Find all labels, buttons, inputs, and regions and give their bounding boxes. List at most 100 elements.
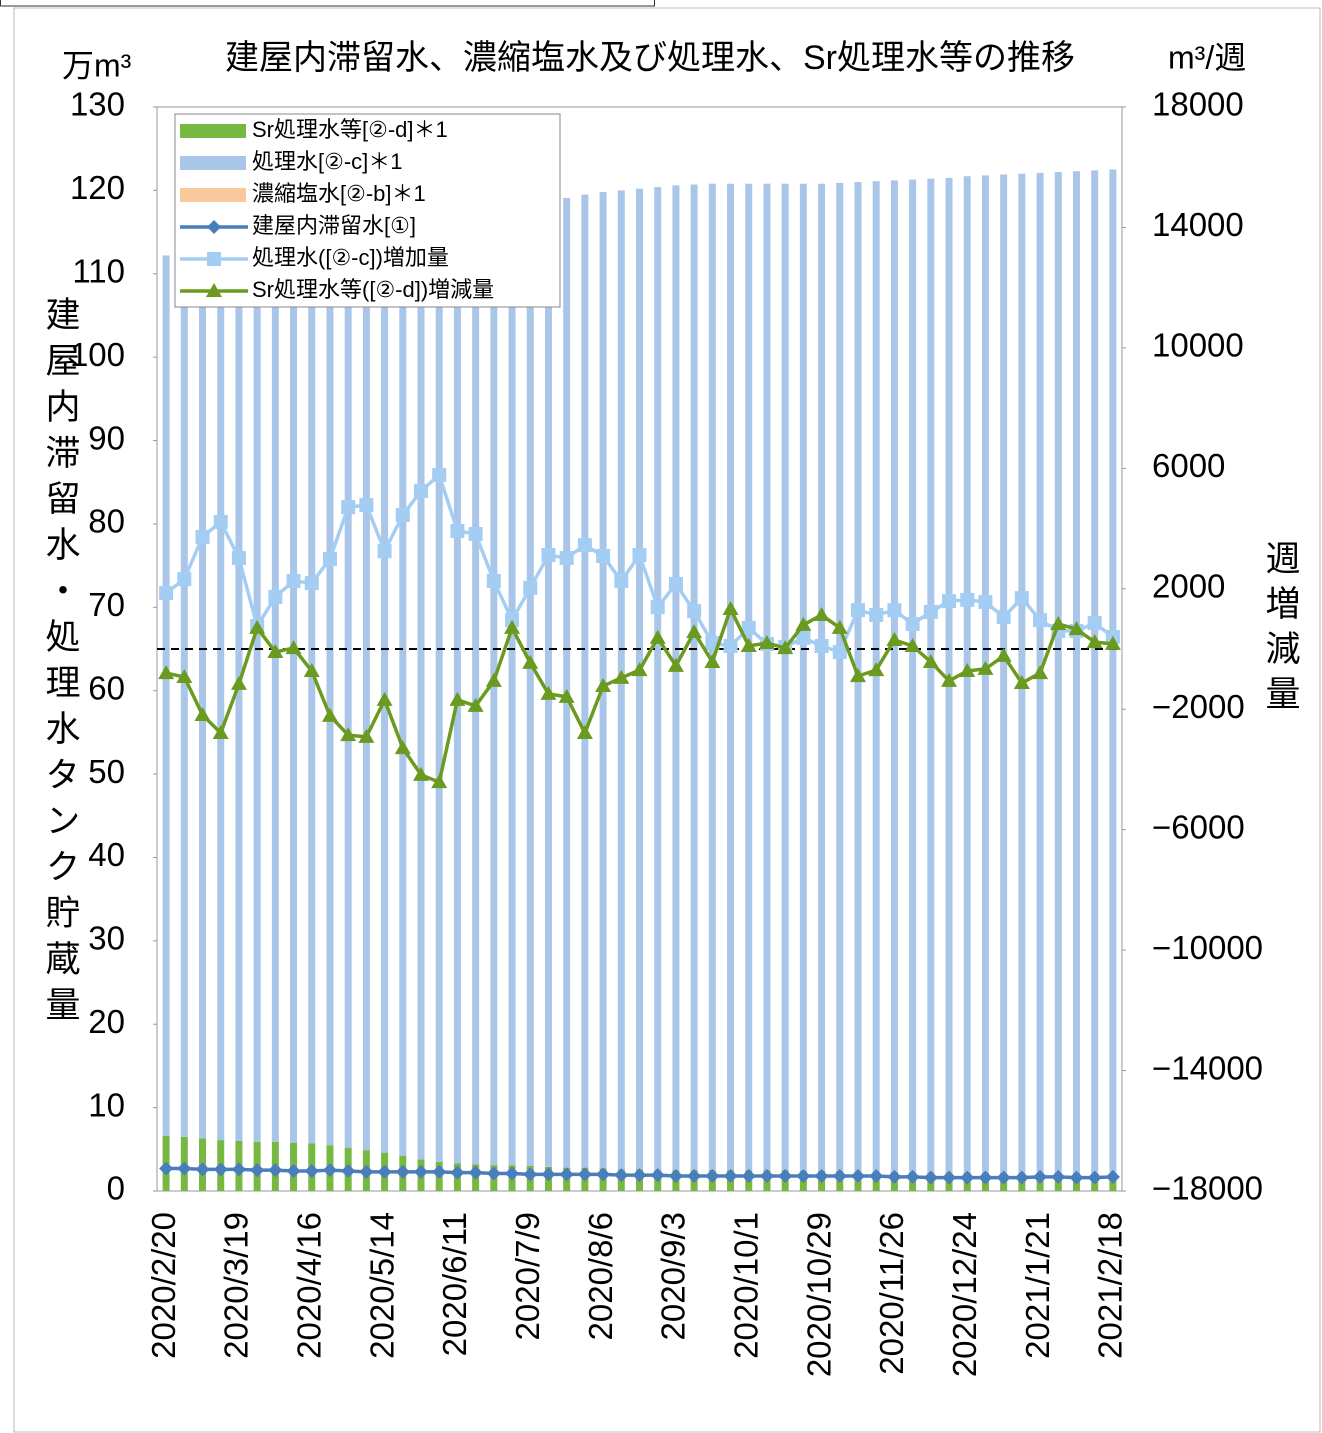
marker (304, 576, 319, 591)
marker (978, 1170, 993, 1185)
bar (1072, 171, 1080, 1174)
marker (741, 1168, 756, 1183)
marker (177, 1161, 192, 1176)
y2-tick-label: −10000 (1152, 929, 1263, 966)
frame (13, 7, 1321, 1433)
marker (432, 1164, 447, 1179)
marker (613, 669, 630, 684)
marker (1033, 613, 1048, 628)
marker (687, 1168, 702, 1183)
bar (654, 187, 662, 1171)
marker (377, 1164, 392, 1179)
marker (576, 725, 593, 740)
y-tick-label: 100 (70, 336, 125, 373)
marker (723, 638, 738, 653)
marker (468, 1165, 483, 1180)
marker (977, 660, 994, 675)
marker (541, 548, 556, 563)
y-tick-label: 50 (88, 753, 125, 790)
marker (596, 548, 611, 563)
legend-swatch (180, 188, 246, 202)
y-tick-label: 10 (88, 1086, 125, 1123)
marker (796, 1168, 811, 1183)
y-unit: 万m³ (62, 47, 132, 83)
legend-label: 処理水([②-c])増加量 (252, 245, 449, 270)
marker (249, 619, 266, 634)
marker (649, 629, 666, 644)
marker (268, 589, 283, 604)
marker (905, 617, 920, 632)
marker (850, 603, 865, 618)
marker (414, 483, 429, 498)
marker (668, 576, 683, 591)
marker (207, 252, 221, 266)
marker (159, 585, 174, 600)
marker (213, 514, 228, 529)
bar (1091, 170, 1099, 1175)
marker (886, 631, 903, 646)
bar (253, 238, 261, 1142)
legend-label: Sr処理水等[②-d]＊1 (252, 117, 448, 142)
marker (358, 728, 375, 743)
marker (394, 740, 411, 755)
bar (344, 225, 352, 1148)
bar (909, 179, 917, 1173)
marker (869, 607, 884, 622)
marker (941, 672, 958, 687)
y-tick-label: 80 (88, 503, 125, 540)
bar (563, 197, 571, 1168)
marker (942, 1170, 957, 1185)
marker (814, 638, 829, 653)
x-tick-label: 2020/12/24 (946, 1212, 983, 1377)
x-tick-label: 2020/7/9 (509, 1212, 546, 1340)
bar (1018, 173, 1026, 1174)
bar (217, 245, 225, 1141)
marker (559, 551, 574, 566)
y2-tick-label: 18000 (1152, 86, 1244, 123)
legend-label: Sr処理水等([②-d])増減量 (252, 277, 494, 302)
legend-label: 処理水[②-c]＊1 (252, 149, 403, 174)
marker (942, 594, 957, 609)
bar (1000, 174, 1008, 1174)
marker (667, 657, 684, 672)
x-tick-label: 2020/8/6 (582, 1212, 619, 1340)
legend-swatch (180, 124, 246, 138)
marker (250, 1163, 265, 1178)
y2-tick-label: 2000 (1152, 567, 1225, 604)
marker (632, 1168, 647, 1183)
marker (650, 1168, 665, 1183)
marker (159, 1161, 174, 1176)
marker (558, 688, 575, 703)
marker (523, 1167, 538, 1182)
bar (672, 185, 680, 1171)
marker (922, 653, 939, 668)
frame (0, 0, 655, 7)
marker (595, 678, 612, 693)
y2-tick-label: 6000 (1152, 447, 1225, 484)
legend-label: 建屋内滞留水[①] (252, 213, 416, 238)
marker (468, 526, 483, 541)
marker (1069, 1170, 1084, 1185)
marker (996, 610, 1011, 625)
y-tick-label: 110 (72, 252, 125, 289)
marker (267, 644, 284, 659)
bar (435, 212, 443, 1162)
marker (467, 697, 484, 712)
marker (1013, 675, 1030, 690)
marker (158, 665, 175, 680)
marker (195, 529, 210, 544)
bar (290, 232, 298, 1143)
marker (359, 1164, 374, 1179)
marker (414, 1164, 429, 1179)
marker (1014, 1170, 1029, 1185)
marker (614, 573, 629, 588)
x-tick-label: 2020/9/3 (655, 1212, 692, 1340)
marker (722, 600, 739, 615)
marker (814, 1168, 829, 1183)
bar (326, 227, 334, 1146)
bar (690, 184, 698, 1171)
marker (1105, 1169, 1120, 1184)
marker (887, 603, 902, 618)
marker (432, 467, 447, 482)
bar (544, 199, 552, 1167)
